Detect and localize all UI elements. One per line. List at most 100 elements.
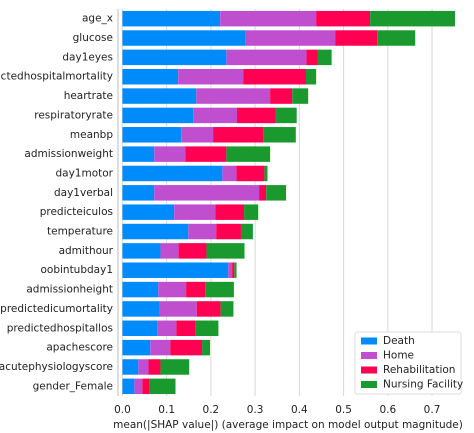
x-tick-label: 0.6 bbox=[379, 404, 396, 416]
bar-segment bbox=[178, 68, 244, 85]
bar-segment bbox=[236, 165, 265, 182]
legend-label: Home bbox=[383, 350, 414, 362]
bar-segment bbox=[213, 127, 264, 143]
bar-segment bbox=[196, 301, 221, 317]
bar-segment bbox=[158, 281, 187, 298]
bar-segment bbox=[226, 49, 307, 66]
y-tick-label: day1verbal bbox=[54, 187, 113, 199]
bar-segment bbox=[228, 262, 233, 278]
bar-segment bbox=[377, 30, 416, 46]
y-tick-label: temperature bbox=[47, 226, 113, 238]
legend-swatch bbox=[361, 381, 377, 388]
y-tick-label: predictedicumortality bbox=[0, 303, 113, 315]
bar-segment bbox=[220, 10, 317, 27]
bar-segment bbox=[174, 204, 216, 220]
bar-segment bbox=[245, 30, 336, 46]
legend-swatch bbox=[361, 352, 377, 359]
bar-segment bbox=[122, 378, 135, 395]
y-tick-label: oobintubday1 bbox=[40, 264, 113, 276]
bar-segment bbox=[122, 165, 223, 182]
bar-segment bbox=[205, 281, 234, 298]
bar-segment bbox=[193, 107, 237, 124]
bar-segment bbox=[122, 320, 158, 337]
legend-swatch bbox=[361, 337, 377, 345]
y-tick-label: predictedhospitalmortality bbox=[0, 71, 113, 83]
bar-segment bbox=[316, 10, 371, 27]
bar-segment bbox=[160, 359, 190, 375]
y-tick-label: gender_Female bbox=[33, 380, 113, 392]
x-tick-label: 0.4 bbox=[291, 404, 308, 416]
y-tick-label: predicteiculos bbox=[40, 206, 113, 218]
bar-segment bbox=[263, 127, 296, 143]
bar-segment bbox=[157, 320, 177, 337]
y-tick-label: glucose bbox=[73, 32, 113, 44]
bar-segment bbox=[138, 359, 149, 375]
bar-segment bbox=[122, 88, 197, 104]
x-tick-label: 0.1 bbox=[158, 404, 175, 416]
bar-segment bbox=[122, 146, 155, 162]
bar-segment bbox=[122, 339, 151, 356]
x-tick-label: 0.0 bbox=[114, 404, 131, 416]
bar-segment bbox=[181, 127, 214, 143]
bar-segment bbox=[216, 223, 241, 240]
bar-segment bbox=[122, 223, 189, 240]
x-tick-label: 0.3 bbox=[247, 404, 264, 416]
bar-segment bbox=[186, 281, 206, 298]
bar-segment bbox=[122, 127, 182, 143]
y-tick-label: day1eyes bbox=[62, 51, 113, 63]
bar-segment bbox=[122, 10, 221, 27]
bar-segment bbox=[305, 68, 317, 85]
bar-segment bbox=[292, 88, 309, 104]
bar-segment bbox=[178, 243, 207, 259]
bar-segment bbox=[160, 243, 179, 259]
x-tick-label: 0.2 bbox=[203, 404, 220, 416]
bar-segment bbox=[202, 339, 210, 356]
bar-segment bbox=[196, 88, 271, 104]
y-tick-label: age_x bbox=[82, 13, 113, 25]
bar-segment bbox=[122, 281, 159, 298]
bar-segment bbox=[306, 49, 318, 66]
bar-segment bbox=[215, 204, 245, 220]
bar-segment bbox=[122, 359, 139, 375]
bar-segment bbox=[159, 301, 197, 317]
bar-segment bbox=[195, 320, 219, 337]
bar-segment bbox=[149, 378, 176, 395]
legend-box bbox=[354, 331, 462, 395]
bar-segment bbox=[264, 165, 268, 182]
bar-segment bbox=[370, 10, 456, 27]
legend-swatch bbox=[361, 366, 377, 374]
bar-segment bbox=[134, 378, 143, 395]
bar-segment bbox=[122, 107, 194, 124]
y-tick-label: heartrate bbox=[64, 90, 113, 102]
y-tick-label: acutephysiologyscore bbox=[0, 361, 113, 373]
bar-segment bbox=[243, 68, 306, 85]
bar-segment bbox=[150, 339, 171, 356]
bar-segment bbox=[266, 185, 287, 201]
x-tick-label: 0.7 bbox=[424, 404, 441, 416]
bar-segment bbox=[148, 359, 161, 375]
bar-segment bbox=[220, 301, 234, 317]
y-tick-label: admithour bbox=[59, 245, 114, 257]
y-tick-label: day1motor bbox=[55, 167, 113, 179]
y-tick-label: respiratoryrate bbox=[34, 109, 113, 121]
bar-segment bbox=[317, 49, 332, 66]
bar-segment bbox=[122, 243, 161, 259]
bar-segment bbox=[234, 262, 237, 278]
bar-segment bbox=[185, 146, 227, 162]
bar-segment bbox=[244, 204, 259, 220]
bar-segment bbox=[176, 320, 196, 337]
bar-segment bbox=[122, 185, 155, 201]
x-axis-label: mean(|SHAP value|) (average impact on mo… bbox=[113, 419, 463, 431]
bar-segment bbox=[170, 339, 203, 356]
bar-segment bbox=[259, 185, 267, 201]
bar-segment bbox=[270, 88, 293, 104]
y-tick-label: predictedhospitallos bbox=[7, 322, 113, 334]
bar-segment bbox=[222, 165, 237, 182]
bar-segment bbox=[275, 107, 297, 124]
y-tick-label: apachescore bbox=[46, 342, 113, 354]
bar-segment bbox=[122, 49, 227, 66]
bar-segment bbox=[236, 107, 276, 124]
bar-segment bbox=[122, 68, 179, 85]
legend-label: Rehabilitation bbox=[383, 364, 455, 376]
